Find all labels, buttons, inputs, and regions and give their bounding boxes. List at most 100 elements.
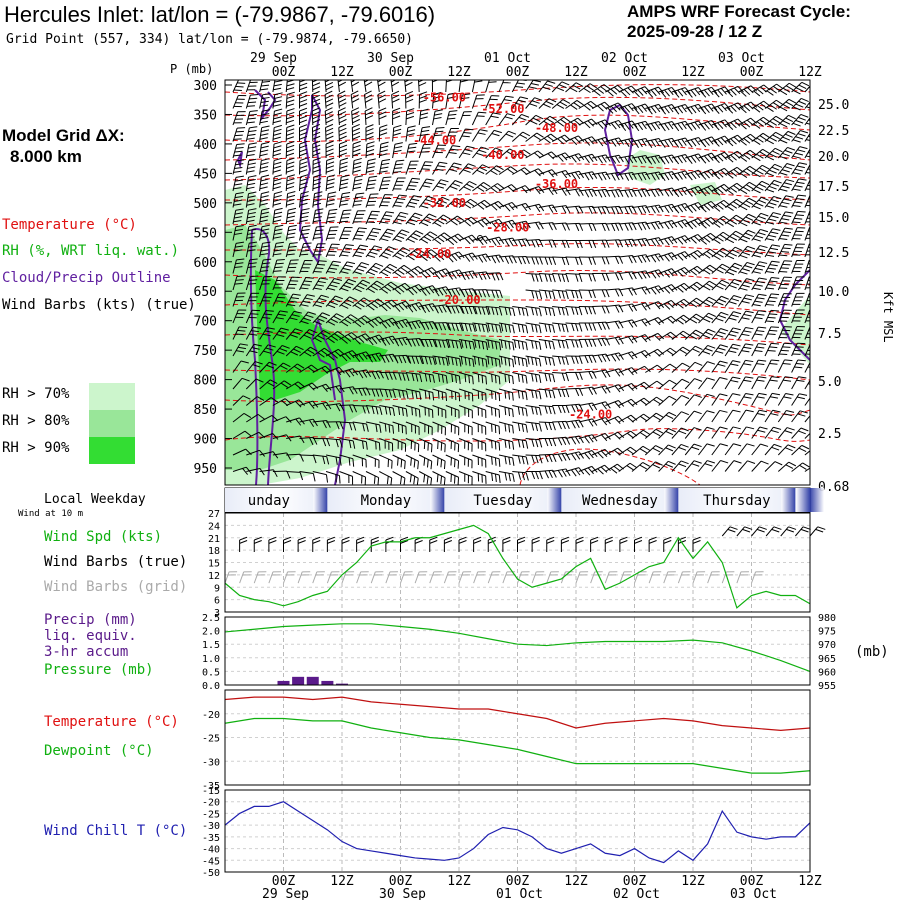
wind-barb: [777, 393, 786, 406]
wind-barb-flag: [579, 274, 583, 282]
wind-barb: [299, 471, 314, 475]
wind-barb-flag: [681, 155, 687, 163]
wind-barb-flag: [355, 251, 364, 254]
wind-barb: [804, 467, 810, 472]
wind-barb: [777, 163, 788, 175]
wind-barb-flag: [517, 439, 521, 448]
wind-barb-flag: [713, 140, 720, 147]
wind-barb-flag: [451, 165, 460, 169]
wind-barb-flag: [375, 335, 382, 343]
wind-barb: [565, 153, 579, 159]
wind-barb-flag: [371, 540, 379, 544]
weekday-cell-edge: [313, 488, 328, 512]
wind-barb-flag: [521, 307, 525, 316]
wind-barb-flag: [752, 271, 761, 274]
wind-barb-flag: [361, 334, 368, 342]
wind-barb-flag: [694, 88, 701, 96]
wind-barb-flag: [720, 460, 729, 464]
wind-barb-flag: [682, 362, 690, 368]
wind-barb: [365, 245, 375, 258]
wind-barb-flag: [300, 320, 309, 325]
wind-barb-flag: [379, 406, 383, 415]
wind-barb-flag: [352, 440, 356, 449]
wind-barb-flag: [417, 461, 419, 470]
wind-barb: [618, 319, 633, 324]
wind-barb: [631, 397, 645, 406]
wind-barb: [339, 454, 354, 460]
wind-barb-flag: [474, 289, 479, 298]
wind-barb-flag: [633, 90, 640, 98]
wind-barb: [311, 94, 314, 109]
wind-barb-flag: [730, 105, 737, 113]
wind-barb: [605, 352, 620, 357]
time-tick-label-bottom: 12Z: [330, 874, 354, 889]
wind-barb-flag: [772, 118, 781, 124]
wind-barb-flag: [414, 268, 422, 274]
wind-barb-flag: [756, 379, 765, 382]
wind-barb-flag: [746, 294, 755, 298]
wind-barb-flag: [702, 350, 711, 355]
wind-barb-flag: [312, 102, 321, 107]
wind-barb-flag: [618, 239, 624, 248]
wind-barb-flag: [420, 238, 429, 244]
wind-barb-flag: [366, 423, 369, 432]
wind-barb: [365, 454, 380, 461]
wind-barb: [286, 435, 301, 439]
wind-barb-flag: [703, 188, 711, 195]
wind-barb: [245, 310, 253, 324]
kft-tick-label: 17.5: [818, 180, 849, 195]
wind-barb: [552, 170, 566, 175]
wind-barb-flag: [275, 317, 284, 320]
wind-barb-flag: [322, 420, 327, 429]
wind-barb-flag: [308, 419, 315, 428]
wind-barb-flag: [348, 422, 353, 431]
wind-barb-flag: [444, 540, 453, 544]
wind-barb-flag: [670, 300, 678, 307]
wind-barb-flag: [338, 131, 347, 136]
y-tick-label: 18: [208, 546, 220, 557]
wind-barb-flag: [324, 347, 332, 354]
wind-barb: [618, 205, 633, 208]
wind-barb: [485, 471, 500, 476]
wind-barb-flag: [273, 165, 282, 169]
wind-barb-flag: [592, 322, 597, 331]
wind-barb-flag: [335, 421, 340, 430]
wind-barb-flag: [420, 108, 429, 112]
wind-barb-flag: [239, 540, 248, 544]
wind-barb-flag: [429, 540, 438, 544]
wind-barb: [379, 405, 394, 409]
wind-barb-flag: [694, 361, 703, 366]
wind-barb: [498, 130, 509, 142]
wind-barb-flag: [571, 306, 575, 315]
wind-barb-flag: [779, 123, 788, 128]
wind-barb: [312, 454, 327, 458]
wind-barb-flag: [300, 194, 309, 198]
wind-barb-flag: [706, 251, 714, 257]
wind-barb-flag: [732, 409, 741, 413]
wind-barb-flag: [650, 106, 657, 114]
wind-barb-flag: [408, 184, 417, 187]
wind-barb-flag: [279, 310, 288, 313]
wind-barb: [578, 222, 593, 225]
wind-barb-flag: [236, 258, 245, 261]
wind-barb-flag: [624, 223, 629, 231]
wind-barb-flag: [705, 299, 714, 304]
wind-barb-flag: [447, 339, 451, 348]
wind-barb: [512, 471, 527, 474]
wind-barb-flag: [437, 253, 445, 261]
wind-barb-flag: [356, 285, 365, 290]
wind-barb-flag: [520, 96, 529, 100]
wind-barb-flag: [287, 232, 296, 235]
weekday-cell-edge: [664, 488, 679, 512]
wind-barb-flag: [286, 115, 295, 120]
wind-barb-flag: [274, 96, 283, 99]
wind-barb-flag: [273, 87, 282, 91]
wind-barb-flag: [312, 536, 321, 541]
wind-barb-flag: [339, 403, 345, 411]
wind-barb-flag: [405, 81, 413, 87]
wind-barb-flag: [460, 289, 466, 298]
wind-barb-flag: [692, 540, 701, 544]
wind-barb-flag: [799, 464, 807, 470]
wind-barb-flag: [406, 133, 415, 136]
wind-barb-flag: [341, 195, 350, 199]
